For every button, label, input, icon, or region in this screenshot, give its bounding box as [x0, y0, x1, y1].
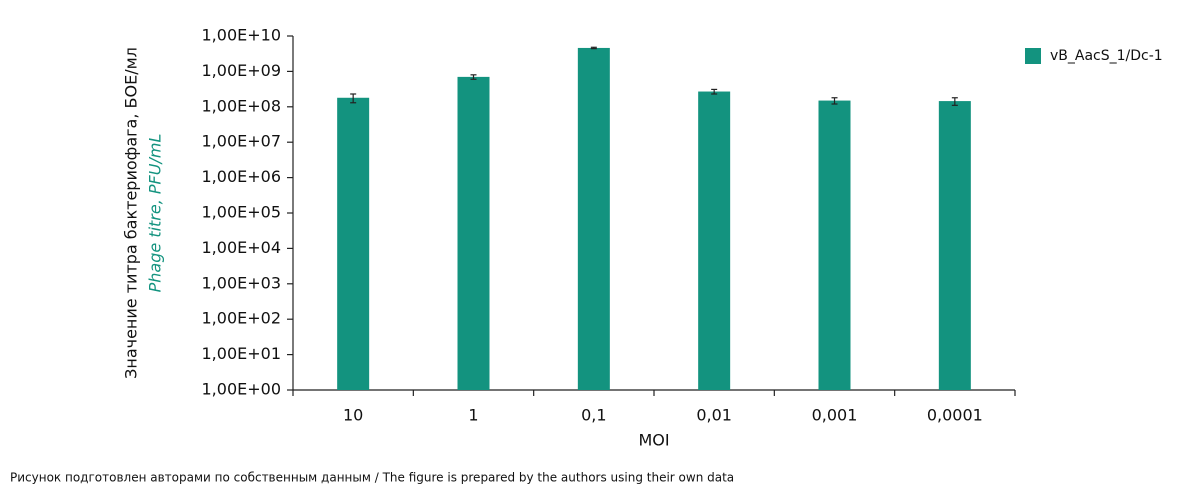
error-bar: [831, 97, 838, 105]
y-tick-label: 1,00E+07: [202, 132, 282, 151]
y-tick-label: 1,00E+05: [202, 203, 282, 222]
x-tick-label: 0,01: [696, 406, 732, 425]
bar: [577, 47, 610, 390]
bar: [457, 76, 490, 390]
y-tick-label: 1,00E+02: [202, 309, 282, 328]
error-bar: [951, 97, 958, 106]
y-tick-label: 1,00E+10: [202, 26, 282, 45]
y-tick-label: 1,00E+03: [202, 273, 282, 292]
legend-label: vB_AacS_1/Dc-1: [1050, 48, 1163, 64]
y-tick-label: 1,00E+09: [202, 61, 282, 80]
x-tick-label: 0,001: [812, 406, 858, 425]
x-axis-label: MOI: [638, 431, 669, 450]
x-tick-label: 1: [468, 406, 478, 425]
caption: Рисунок подготовлен авторами по собствен…: [10, 471, 734, 485]
error-bar: [711, 88, 718, 95]
bar: [337, 97, 370, 390]
x-tick-label: 10: [343, 406, 363, 425]
y-tick-label: 1,00E+01: [202, 344, 282, 363]
y-tick-label: 1,00E+00: [202, 380, 282, 399]
y-tick-label: 1,00E+06: [202, 167, 282, 186]
x-tick-label: 0,1: [581, 406, 606, 425]
legend-swatch: [1025, 48, 1041, 64]
error-bar: [590, 46, 597, 50]
bar: [938, 101, 971, 390]
bar: [698, 91, 731, 390]
y-axis-label: Значение титра бактериофага, БОЕ/мл: [122, 47, 141, 379]
y-tick-label: 1,00E+04: [202, 238, 282, 257]
bar: [818, 100, 851, 390]
error-bar: [470, 74, 477, 80]
error-bar: [350, 93, 357, 104]
y-tick-label: 1,00E+08: [202, 96, 282, 115]
x-tick-label: 0,0001: [927, 406, 983, 425]
y-axis-label-en: Phage titre, PFU/mL: [146, 134, 165, 293]
